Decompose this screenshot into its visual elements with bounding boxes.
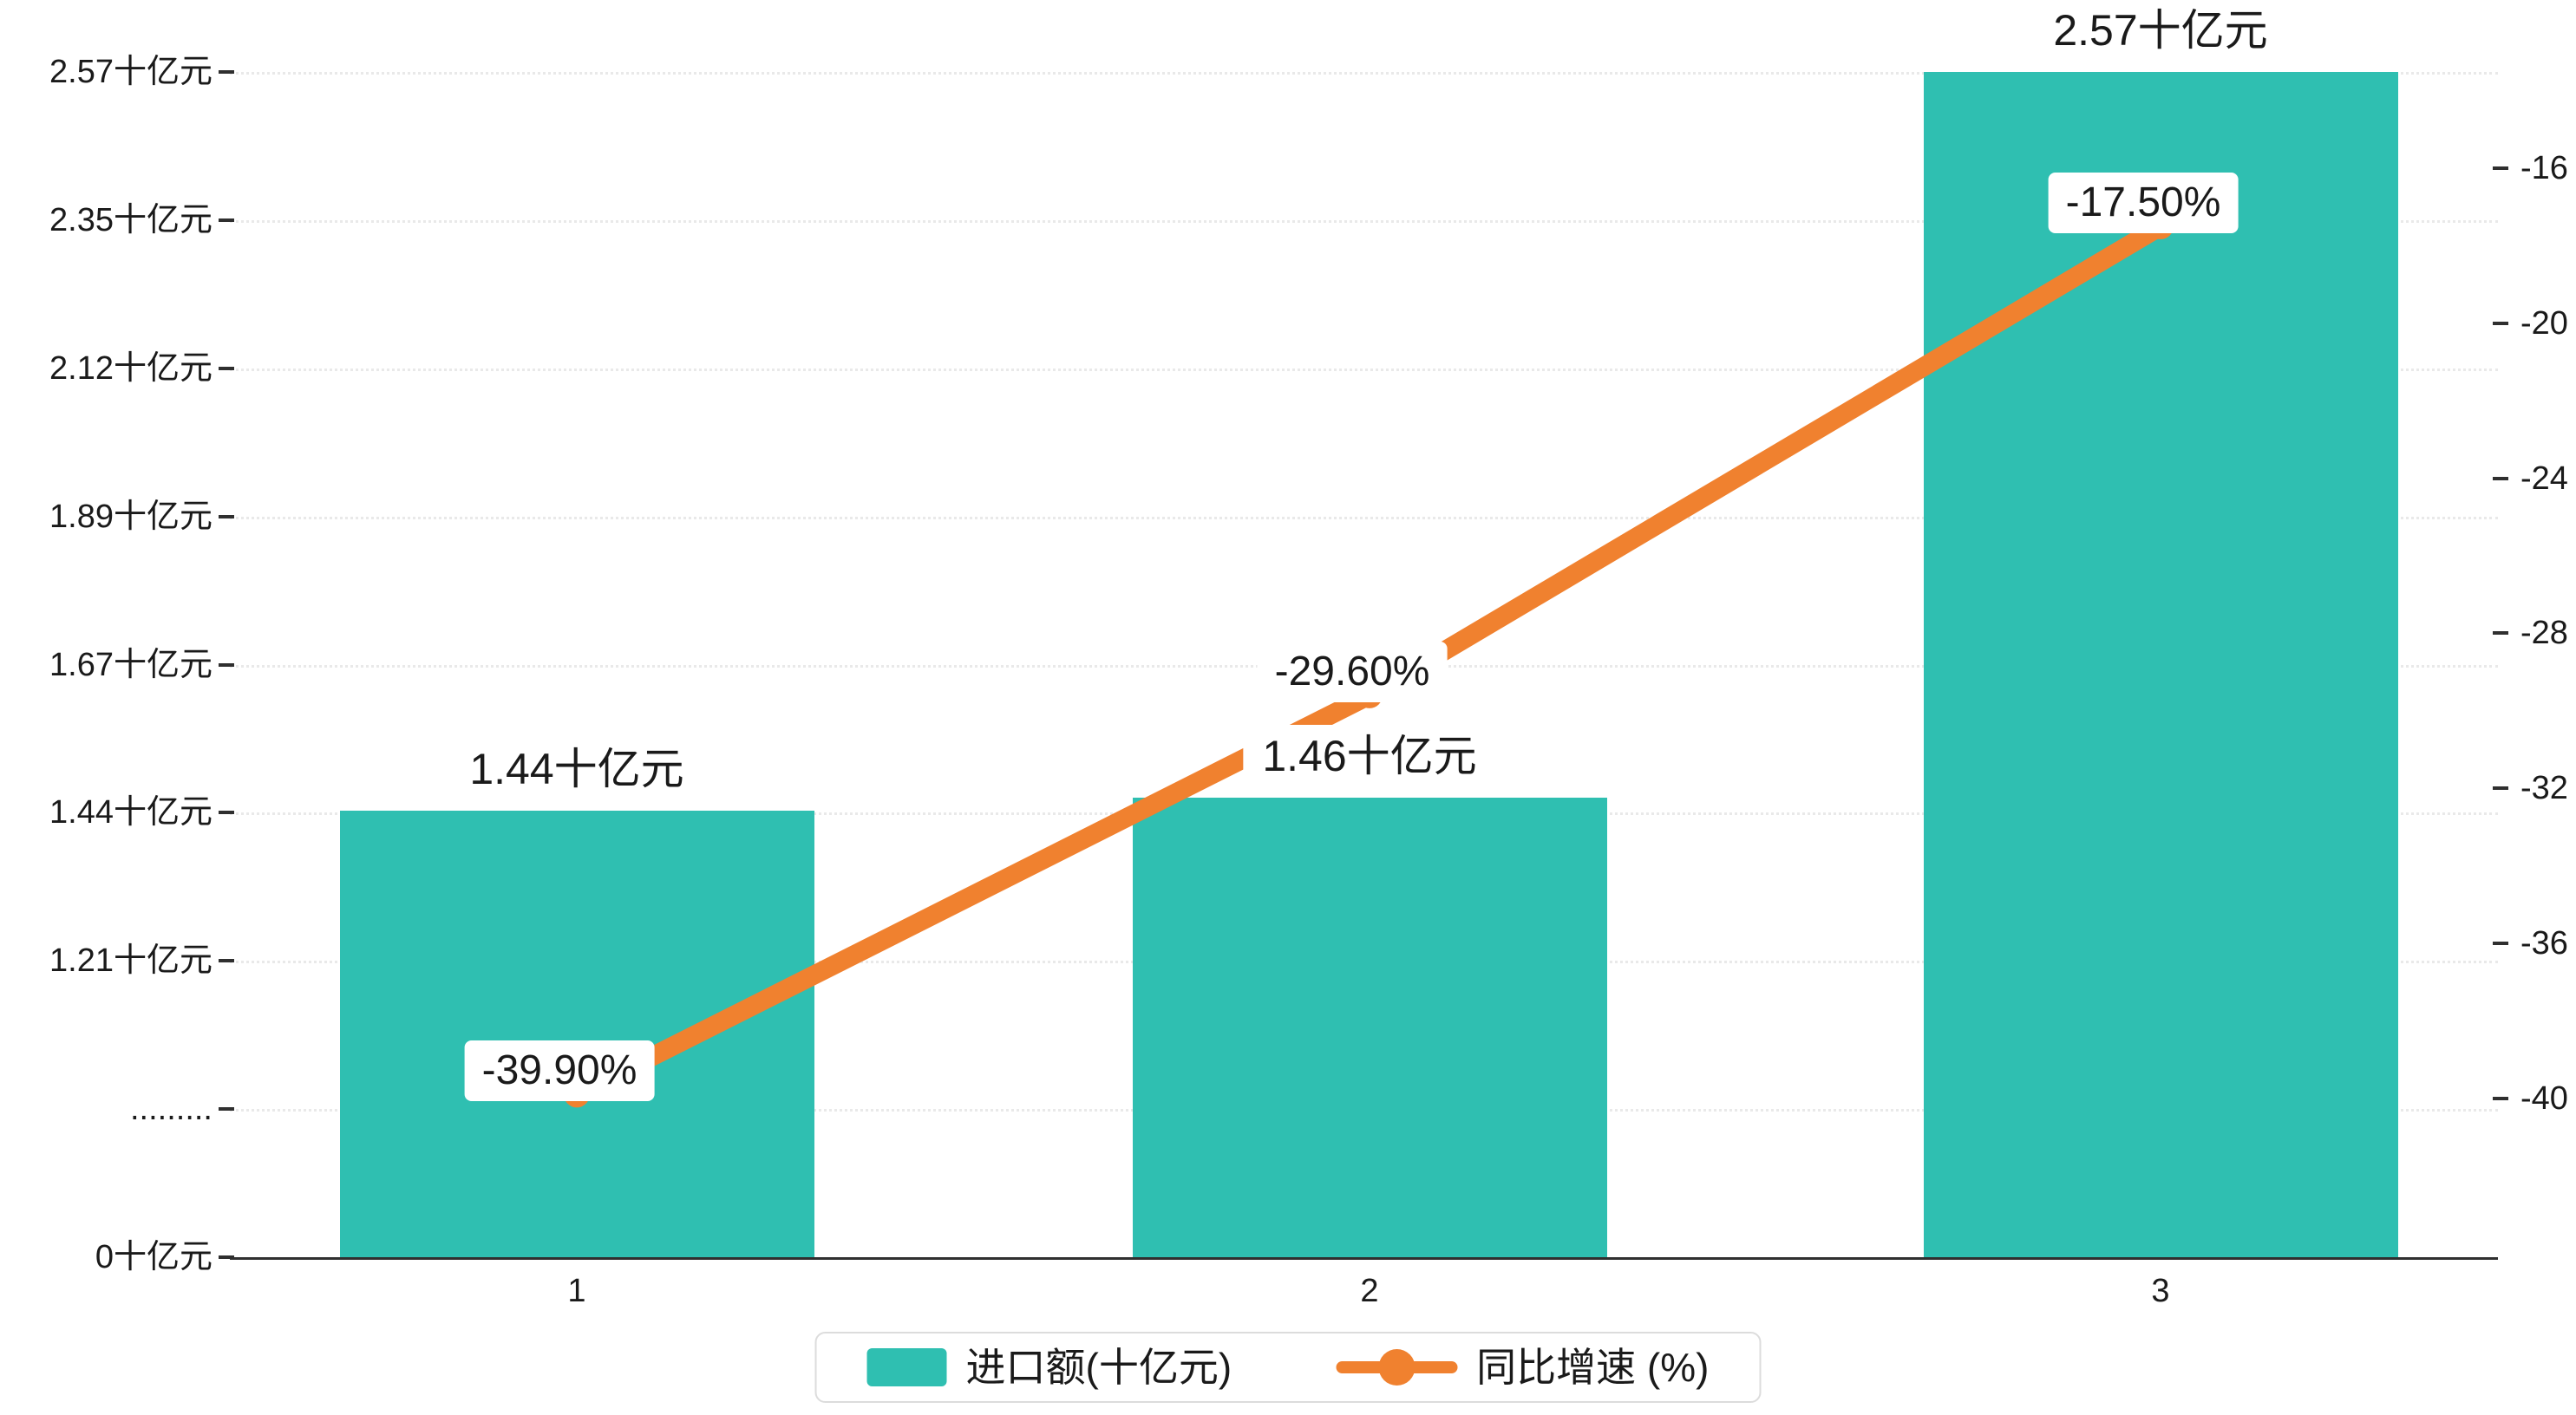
right-axis-tick-mark	[2493, 166, 2508, 170]
line-legend-swatch-icon	[1336, 1349, 1458, 1386]
right-axis-tick-mark	[2493, 1096, 2508, 1100]
left-axis-tick-mark	[219, 811, 234, 815]
bar-value-label: 2.57十亿元	[2034, 0, 2287, 62]
bar-value-label: 1.44十亿元	[450, 737, 703, 800]
right-axis-tick-mark	[2493, 476, 2508, 480]
left-axis-tick-mark	[219, 514, 234, 518]
left-axis-tick-label: 1.67十亿元	[49, 646, 212, 683]
bar-value-label: 1.46十亿元	[1243, 724, 1496, 787]
legend-item-import-amount[interactable]: 进口额(十亿元)	[866, 1345, 1232, 1390]
right-axis-tick-mark	[2493, 631, 2508, 636]
legend: 进口额(十亿元) 同比增速 (%)	[814, 1332, 1762, 1403]
line-marker-dot-icon	[1378, 1349, 1415, 1386]
right-axis-tick-mark	[2493, 321, 2508, 325]
bar-legend-swatch-icon	[866, 1348, 947, 1386]
left-axis-tick-label: 2.12十亿元	[49, 349, 212, 387]
right-axis-tick-mark	[2493, 942, 2508, 945]
gridline	[230, 368, 2498, 371]
left-axis-tick-label: 1.89十亿元	[49, 498, 212, 535]
legend-label-import-amount: 进口额(十亿元)	[965, 1345, 1232, 1390]
left-axis-tick-mark	[219, 662, 234, 667]
line-value-label: -29.60%	[1257, 641, 1448, 702]
line-value-label: -39.90%	[464, 1040, 655, 1102]
right-axis-tick-label: -20	[2520, 304, 2568, 342]
left-axis-tick-mark	[219, 1255, 234, 1259]
left-axis-tick-label: 2.35十亿元	[49, 201, 212, 238]
right-axis-tick-label: -28	[2520, 615, 2568, 652]
x-axis-category-label: 2	[1360, 1273, 1379, 1309]
bar-1[interactable]	[339, 810, 814, 1257]
x-axis-category-label: 3	[2151, 1273, 2170, 1309]
left-axis-tick-mark	[219, 1107, 234, 1112]
left-axis-tick-mark	[219, 959, 234, 963]
right-axis-tick-label: -24	[2520, 460, 2568, 497]
line-value-label: -17.50%	[2048, 173, 2239, 234]
right-axis-tick-label: -40	[2520, 1079, 2568, 1117]
bar-2[interactable]	[1132, 797, 1607, 1257]
legend-item-yoy-growth[interactable]: 同比增速 (%)	[1336, 1346, 1709, 1389]
left-axis-tick-label: 1.21十亿元	[49, 942, 212, 980]
bar-3[interactable]	[1923, 72, 2398, 1257]
left-axis-tick-label: 0十亿元	[95, 1239, 212, 1275]
x-axis-line	[230, 1257, 2498, 1260]
right-axis-tick-label: -36	[2520, 925, 2568, 962]
left-axis-tick-label: 2.57十亿元	[49, 54, 212, 90]
x-axis-category-label: 1	[567, 1273, 586, 1309]
left-axis-tick-mark	[219, 218, 234, 222]
left-axis-tick-label: 1.44十亿元	[49, 794, 212, 831]
right-axis-tick-label: -16	[2520, 150, 2568, 186]
left-axis-tick-mark	[219, 366, 234, 370]
gridline	[230, 219, 2498, 223]
left-axis-tick-label: .........	[129, 1091, 212, 1128]
left-axis-tick-mark	[219, 70, 234, 74]
right-axis-tick-label: -32	[2520, 770, 2568, 807]
legend-label-yoy-growth: 同比增速 (%)	[1476, 1345, 1710, 1390]
gridline	[230, 72, 2498, 75]
right-axis-tick-mark	[2493, 786, 2508, 791]
gridline	[230, 516, 2498, 519]
